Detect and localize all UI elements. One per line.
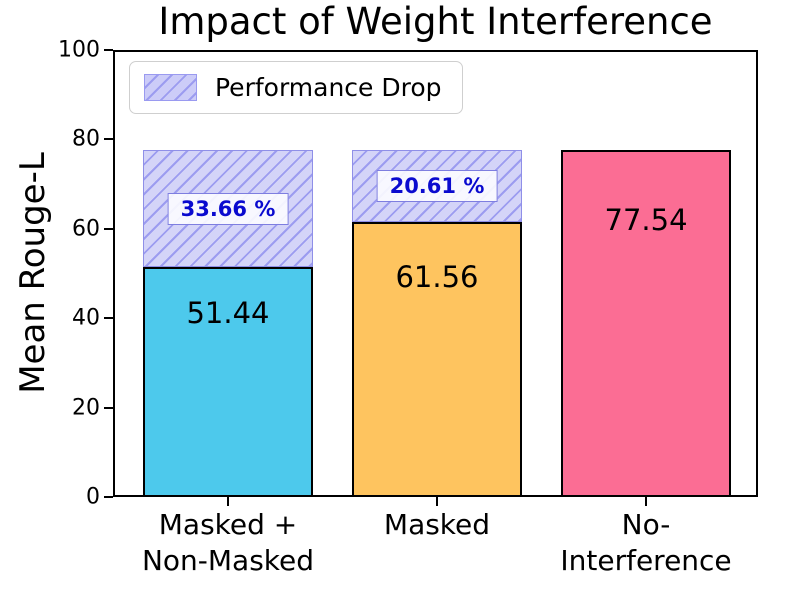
y-tick-mark	[104, 49, 113, 51]
y-tick-mark	[104, 406, 113, 409]
y-tick-label: 60	[72, 216, 100, 242]
x-tick-mark	[227, 497, 229, 506]
y-tick-label: 20	[72, 395, 100, 421]
y-axis-label: Mean Rouge-L	[13, 152, 53, 394]
x-tick-label: Masked	[383, 508, 491, 541]
y-tick-mark	[104, 227, 113, 230]
performance-drop-swatch-icon	[144, 74, 197, 101]
y-tick-label: 0	[86, 484, 100, 510]
y-tick-label: 100	[58, 37, 100, 63]
x-tick-mark	[435, 497, 438, 506]
legend-label: Performance Drop	[215, 73, 442, 102]
x-tick-label: Masked + Non-Masked	[141, 508, 315, 578]
plot-area: Performance Drop 51.44 61.56 77.54 33.66 % 2…	[58, 38, 758, 577]
y-tick-label: 40	[72, 305, 100, 331]
y-tick-mark	[104, 317, 113, 320]
x-tick-label: No-Interference	[560, 508, 732, 578]
chart-title: Impact of Weight Interference	[158, 0, 713, 43]
bar-2	[351, 221, 522, 497]
bar-value-label: 51.44	[186, 296, 270, 331]
y-tick-mark	[104, 138, 113, 141]
y-tick-mark	[104, 496, 113, 498]
bar-value-label: 61.56	[395, 259, 479, 294]
performance-drop-label: 33.66 %	[167, 192, 289, 225]
y-tick-label: 80	[72, 126, 100, 152]
x-tick-mark	[645, 497, 648, 506]
performance-drop-label: 20.61 %	[376, 170, 498, 203]
legend: Performance Drop	[129, 61, 463, 114]
bar-value-label: 77.54	[604, 202, 688, 237]
